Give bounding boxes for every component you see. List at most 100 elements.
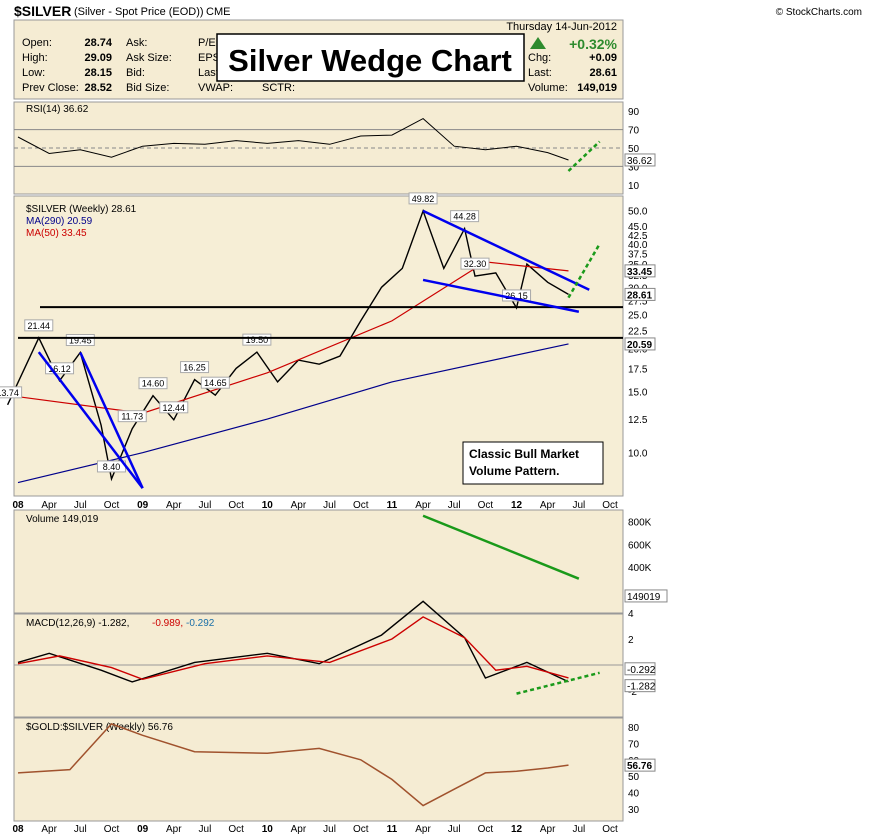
volume-tick: 800K xyxy=(628,517,652,528)
volume-last-box xyxy=(624,589,668,603)
rsi-tick: 90 xyxy=(628,107,640,118)
quote-value: 28.15 xyxy=(84,67,112,79)
price-tick: 42.5 xyxy=(628,231,648,242)
x-tick: Apr xyxy=(540,824,556,835)
price-annotation-box xyxy=(450,210,480,223)
gold-silver-tick: 70 xyxy=(628,740,640,751)
trend-line xyxy=(37,351,144,489)
green-dotted-arrow xyxy=(567,243,601,299)
gold-silver-line xyxy=(17,723,569,807)
price-annotation: 13.74 xyxy=(0,388,19,398)
price-last-value: 28.61 xyxy=(627,290,652,301)
price-annotation: 19.50 xyxy=(246,335,269,345)
price-annotation: 16.25 xyxy=(183,363,206,373)
up-arrow-icon xyxy=(530,37,546,49)
trend-line xyxy=(79,351,144,489)
quote-value: 29.09 xyxy=(84,52,112,64)
x-tick: Jul xyxy=(199,824,212,835)
gold-silver-tick: 30 xyxy=(628,805,640,816)
x-tick: Oct xyxy=(478,500,494,511)
price-annotation-box xyxy=(0,386,23,399)
exchange-label: CME xyxy=(206,6,230,18)
callout-text: Classic Bull Market xyxy=(469,447,579,461)
watermark: © StockCharts.com xyxy=(776,7,862,18)
price-tick: 25.0 xyxy=(628,311,648,322)
price-tick: 15.0 xyxy=(628,388,648,399)
macd-last-box xyxy=(624,662,656,676)
x-tick: 10 xyxy=(262,500,274,511)
volume-label: Volume 149,019 xyxy=(26,514,99,525)
x-tick: Oct xyxy=(228,500,244,511)
volume-tick: 400K xyxy=(628,563,652,574)
rsi-last-value: 36.62 xyxy=(627,156,652,167)
price-last-value: 20.59 xyxy=(627,340,652,351)
quote-label: Low: xyxy=(22,67,45,79)
price-annotation: 14.60 xyxy=(142,379,165,389)
quote-date: Thursday 14-Jun-2012 xyxy=(506,21,617,33)
price-tick: 27.5 xyxy=(628,296,648,307)
gold-silver-tick: 50 xyxy=(628,772,640,783)
x-tick: 09 xyxy=(137,500,149,511)
quote-mid-label: Bid: xyxy=(126,67,145,79)
x-tick: Jul xyxy=(448,500,461,511)
x-tick: 09 xyxy=(137,824,149,835)
macd-last-value: -0.292 xyxy=(627,665,656,676)
rsi-line xyxy=(17,117,569,161)
price-annotation: 11.73 xyxy=(121,412,143,422)
macd-tick: -2 xyxy=(628,687,637,698)
volume-panel xyxy=(13,509,624,614)
macd-label-part: MACD(12,26,9) -1.282, xyxy=(26,618,129,629)
price-annotation: 32.30 xyxy=(464,259,487,269)
x-tick: Apr xyxy=(41,500,57,511)
x-tick: Apr xyxy=(415,824,431,835)
quote-mid2-label: Last xyxy=(198,67,219,79)
x-tick: 08 xyxy=(12,824,24,835)
x-tick: Apr xyxy=(291,500,307,511)
x-tick: Jul xyxy=(572,824,585,835)
macd-series-line xyxy=(17,616,569,681)
x-tick: Jul xyxy=(74,824,87,835)
green-dotted-arrow xyxy=(516,671,600,695)
x-tick: 11 xyxy=(387,824,398,835)
price-tick: 40.0 xyxy=(628,240,648,251)
quote-mid2-label: P/E: xyxy=(198,37,219,49)
price-annotation: 26.15 xyxy=(505,291,528,301)
rsi-label: RSI(14) 36.62 xyxy=(26,104,89,115)
x-tick: Jul xyxy=(448,824,461,835)
price-annotation: 21.44 xyxy=(28,321,51,331)
gold-silver-last-value: 56.76 xyxy=(627,761,652,772)
sctr-label: SCTR: xyxy=(262,82,295,94)
x-tick: Oct xyxy=(228,824,244,835)
price-tick: 22.5 xyxy=(628,327,648,338)
x-tick: Apr xyxy=(41,824,57,835)
price-annotation: 14.65 xyxy=(204,378,227,388)
quote-label: Prev Close: xyxy=(22,82,79,94)
quote-right-value: 28.61 xyxy=(589,67,617,79)
gold-silver-panel xyxy=(13,717,624,822)
x-tick: Jul xyxy=(323,500,336,511)
price-tick: 50.0 xyxy=(628,206,648,217)
quote-right-label: Chg: xyxy=(528,52,551,64)
x-tick: Oct xyxy=(602,500,618,511)
x-tick: 12 xyxy=(511,500,523,511)
macd-tick: 2 xyxy=(628,635,634,646)
price-tick: 10.0 xyxy=(628,449,648,460)
quote-label: High: xyxy=(22,52,48,64)
x-tick: Oct xyxy=(104,824,120,835)
price-annotation-box xyxy=(117,410,147,423)
rsi-tick: 70 xyxy=(628,126,640,137)
quote-mid2-label: VWAP: xyxy=(198,82,233,94)
x-tick: Apr xyxy=(291,824,307,835)
price-last-box xyxy=(624,264,656,278)
price-annotation-box xyxy=(24,319,54,332)
macd-last-box xyxy=(624,679,656,693)
wedge-lower-line xyxy=(422,278,580,313)
price-annotation: 19.45 xyxy=(69,336,92,346)
gold-silver-last-box xyxy=(624,758,656,772)
macd-series-line xyxy=(17,600,569,683)
price-annotation: 44.28 xyxy=(453,212,476,222)
green-dotted-arrow xyxy=(567,140,601,172)
x-tick: Oct xyxy=(353,824,369,835)
x-tick: Oct xyxy=(353,500,369,511)
x-tick: 10 xyxy=(262,824,274,835)
